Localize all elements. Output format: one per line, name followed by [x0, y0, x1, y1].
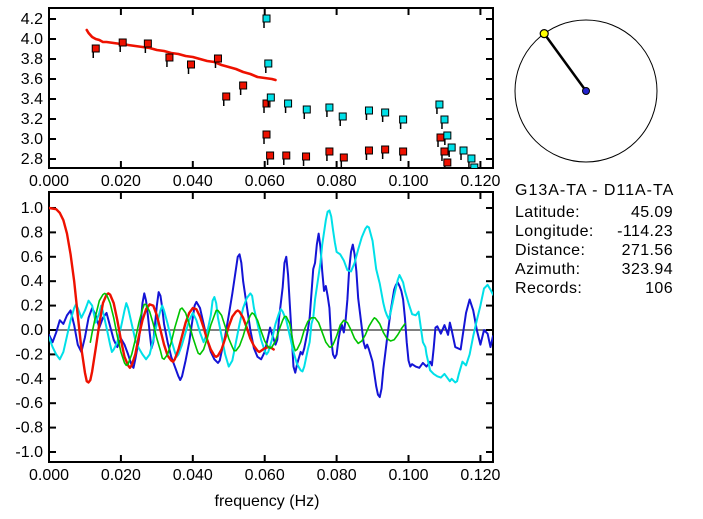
pick-square-marker[interactable] [222, 92, 231, 101]
station-info-panel: G13A-TA - D11A-TA Latitude: 45.09 Longit… [515, 182, 673, 298]
pick-square-marker[interactable] [443, 131, 452, 140]
latitude-value: 45.09 [630, 204, 673, 221]
azimuth-label: Azimuth: [515, 261, 581, 278]
x-tick-label: 0.080 [317, 173, 357, 190]
x-tick-label: 0.060 [245, 173, 285, 190]
pick-square-marker[interactable] [284, 99, 293, 108]
latitude-row: Latitude: 45.09 [515, 203, 673, 222]
x-tick-label: 0.000 [29, 173, 69, 190]
pick-square-marker[interactable] [262, 99, 271, 108]
pick-square-marker[interactable] [364, 146, 373, 155]
pick-square-marker[interactable] [325, 147, 334, 156]
records-row: Records: 106 [515, 279, 673, 298]
pick-square-marker[interactable] [440, 147, 449, 156]
group-velocity-picks-cyan[interactable] [262, 14, 479, 177]
x-tick-label: 0.040 [173, 173, 213, 190]
pick-square-marker[interactable] [381, 108, 390, 117]
pick-square-marker[interactable] [282, 151, 291, 160]
pick-square-marker[interactable] [364, 106, 373, 115]
pick-square-marker[interactable] [339, 153, 348, 162]
pick-square-marker[interactable] [213, 54, 222, 63]
pick-square-marker[interactable] [447, 143, 456, 152]
pick-square-marker[interactable] [440, 115, 449, 124]
y-tick-label: 2.8 [21, 151, 43, 168]
fitted-dispersion-curve [85, 28, 277, 82]
pick-square-marker[interactable] [264, 59, 273, 68]
latitude-label: Latitude: [515, 204, 580, 221]
pick-square-marker[interactable] [91, 44, 100, 53]
pick-square-marker[interactable] [399, 147, 408, 156]
y-tick-label: 3.0 [21, 131, 43, 148]
y-tick-label: 4.0 [21, 31, 43, 48]
x-tick-label: 0.100 [388, 173, 428, 190]
pick-square-marker[interactable] [381, 145, 390, 154]
pick-square-marker[interactable] [187, 60, 196, 69]
pick-square-marker[interactable] [302, 105, 311, 114]
pick-square-marker[interactable] [302, 152, 311, 161]
pick-square-marker[interactable] [435, 100, 444, 109]
pick-square-marker[interactable] [443, 158, 452, 167]
pick-square-marker[interactable] [165, 53, 174, 62]
y-tick-label: 3.4 [21, 91, 43, 108]
azimuth-row: Azimuth: 323.94 [515, 260, 673, 279]
pick-square-marker[interactable] [325, 103, 334, 112]
pick-square-marker[interactable] [143, 39, 152, 48]
distance-row: Distance: 271.56 [515, 241, 673, 260]
pick-square-marker[interactable] [118, 38, 127, 47]
y-tick-label: 3.2 [21, 111, 43, 128]
records-label: Records: [515, 280, 583, 297]
pick-square-marker[interactable] [262, 14, 271, 23]
records-value: 106 [645, 280, 673, 297]
group-velocity-picks-red[interactable] [91, 38, 452, 172]
pick-square-marker[interactable] [470, 163, 479, 171]
distance-value: 271.56 [621, 242, 673, 259]
pick-square-marker[interactable] [266, 151, 275, 160]
pick-square-marker[interactable] [239, 81, 248, 90]
station-pair-title: G13A-TA - D11A-TA [515, 182, 675, 199]
pick-square-marker[interactable] [459, 146, 468, 155]
y-tick-label: 3.8 [21, 51, 43, 68]
y-tick-label: 3.6 [21, 71, 43, 88]
distance-label: Distance: [515, 242, 586, 259]
pick-square-marker[interactable] [338, 112, 347, 121]
x-tick-label: 0.120 [460, 173, 500, 190]
pick-square-marker[interactable] [266, 93, 275, 102]
plot-frame [48, 7, 494, 169]
azimuth-value: 323.94 [621, 261, 673, 278]
longitude-label: Longitude: [515, 223, 594, 240]
pick-square-marker[interactable] [436, 133, 445, 142]
longitude-value: -114.23 [617, 223, 673, 240]
longitude-row: Longitude: -114.23 [515, 222, 673, 241]
y-tick-label: 4.2 [21, 11, 43, 28]
pick-square-marker[interactable] [467, 154, 476, 163]
pick-square-marker[interactable] [262, 130, 271, 139]
x-tick-label: 0.020 [101, 173, 141, 190]
pick-square-marker[interactable] [399, 115, 408, 124]
